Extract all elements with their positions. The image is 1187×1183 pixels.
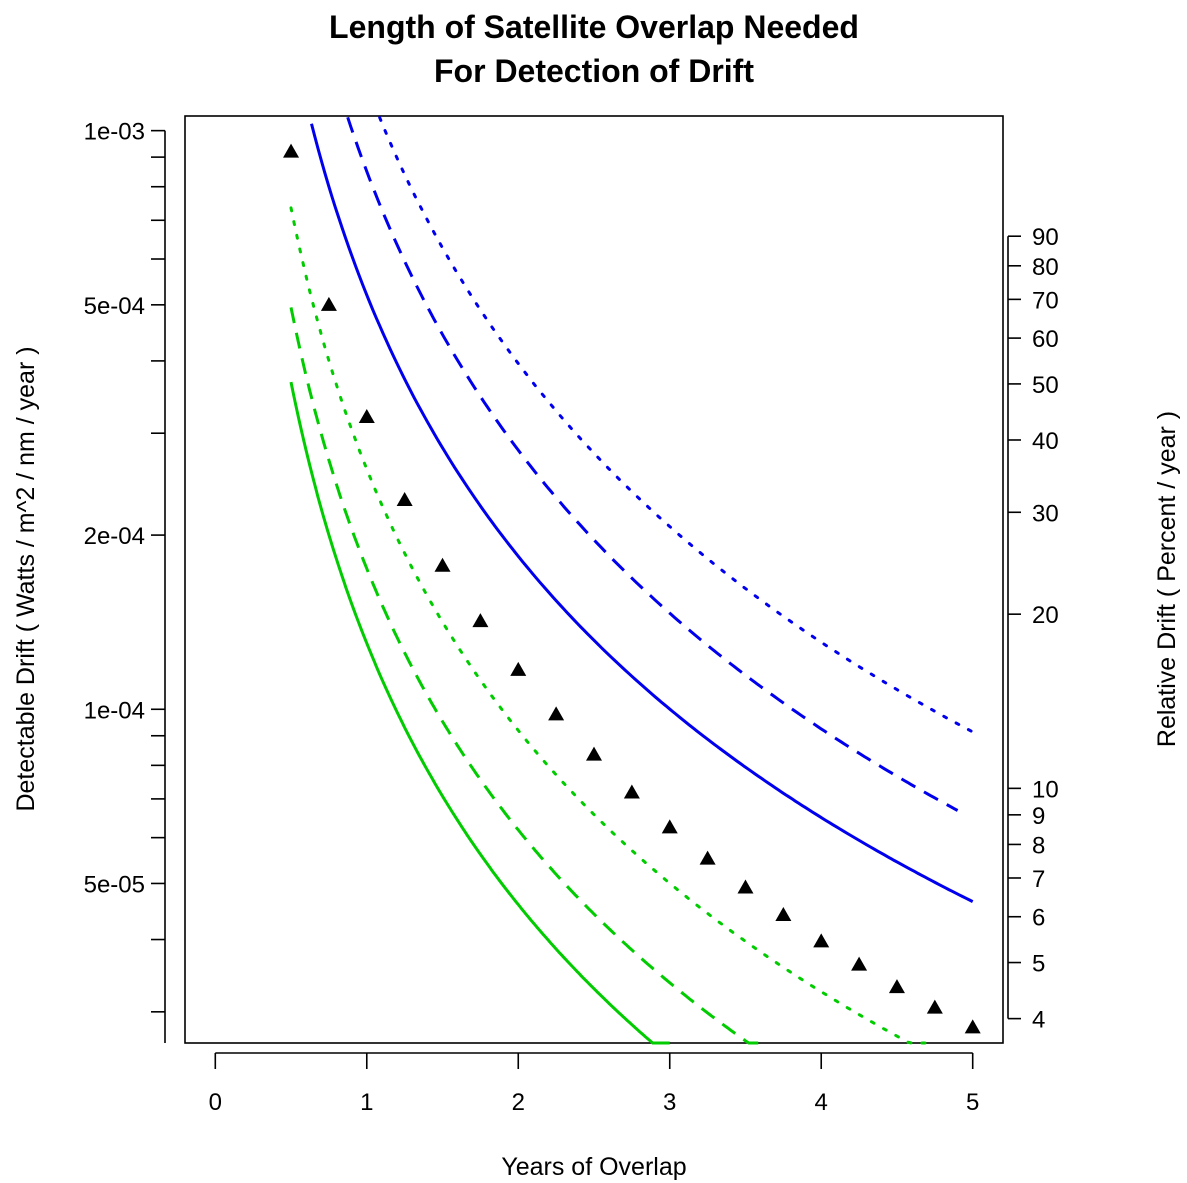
y-axis-left-title: Detectable Drift ( Watts / m^2 / nm / ye…	[12, 346, 40, 811]
y-right-tick-label: 90	[1032, 224, 1059, 251]
data-point-triangle	[926, 999, 943, 1014]
series-line-dotted	[378, 116, 975, 734]
y-right-tick-label: 60	[1032, 326, 1059, 353]
chart-title-line-1: Length of Satellite Overlap Needed	[329, 9, 859, 45]
data-point-triangle	[964, 1019, 981, 1034]
y-left-tick-label: 5e-05	[84, 871, 145, 898]
x-tick-label: 2	[512, 1089, 525, 1116]
y-right-tick-label: 80	[1032, 254, 1059, 281]
y-left-tick-label: 1e-04	[84, 697, 145, 724]
y-right-tick-label: 7	[1032, 866, 1045, 893]
y-right-tick-label: 50	[1032, 372, 1059, 399]
data-point-triangle	[434, 557, 451, 572]
x-tick-label: 1	[360, 1089, 373, 1116]
x-tick-label: 5	[966, 1089, 979, 1116]
y-left-tick-label: 2e-04	[84, 523, 145, 550]
y-right-tick-label: 30	[1032, 500, 1059, 527]
y-left-tick-label: 5e-04	[84, 293, 145, 320]
y-right-tick-label: 8	[1032, 832, 1045, 859]
series-line-dotted	[289, 206, 929, 1045]
data-point-triangle	[283, 143, 300, 158]
data-point-triangle	[737, 879, 754, 894]
data-point-triangle	[510, 661, 527, 676]
data-point-triangle	[661, 819, 678, 834]
y-right-tick-label: 10	[1032, 776, 1059, 803]
data-point-triangle	[623, 784, 640, 799]
y-right-tick-label: 4	[1032, 1007, 1045, 1034]
y-axis-left: 1e-03 5e-04 2e-04 1e-04 5e-05	[84, 119, 166, 1043]
x-tick-label: 4	[815, 1089, 828, 1116]
y-right-tick-label: 20	[1032, 602, 1059, 629]
y-axis-right-title: Relative Drift ( Percent / year )	[1153, 411, 1181, 747]
data-point-triangle	[775, 907, 792, 922]
data-point-triangle	[888, 979, 905, 994]
data-point-triangle	[548, 706, 565, 721]
series-line-dashed	[289, 307, 761, 1045]
y-right-tick-label: 9	[1032, 803, 1045, 830]
x-axis: 0 1 2 3 4 5	[209, 1052, 979, 1116]
series-line-solid	[310, 123, 974, 903]
data-point-triangle	[851, 956, 868, 971]
series-line-dashed	[346, 116, 959, 812]
chart-title-line-2: For Detection of Drift	[434, 53, 754, 89]
y-right-tick-label: 70	[1032, 287, 1059, 314]
data-point-triangle	[813, 933, 830, 948]
y-right-tick-label: 5	[1032, 951, 1045, 978]
series-layer	[283, 116, 981, 1045]
data-point-triangle	[699, 850, 716, 865]
data-point-triangle	[320, 296, 337, 311]
data-point-triangle	[586, 746, 602, 761]
x-tick-label: 3	[663, 1089, 676, 1116]
data-point-triangle	[472, 613, 489, 628]
data-point-triangle	[358, 408, 375, 423]
y-right-tick-label: 6	[1032, 905, 1045, 932]
y-right-tick-label: 40	[1032, 428, 1059, 455]
series-line-solid	[289, 381, 670, 1045]
y-left-tick-label: 1e-03	[84, 119, 145, 146]
plot-frame	[184, 115, 1004, 1044]
x-tick-label: 0	[209, 1089, 222, 1116]
x-axis-title: Years of Overlap	[501, 1153, 686, 1181]
data-point-triangle	[396, 491, 413, 506]
